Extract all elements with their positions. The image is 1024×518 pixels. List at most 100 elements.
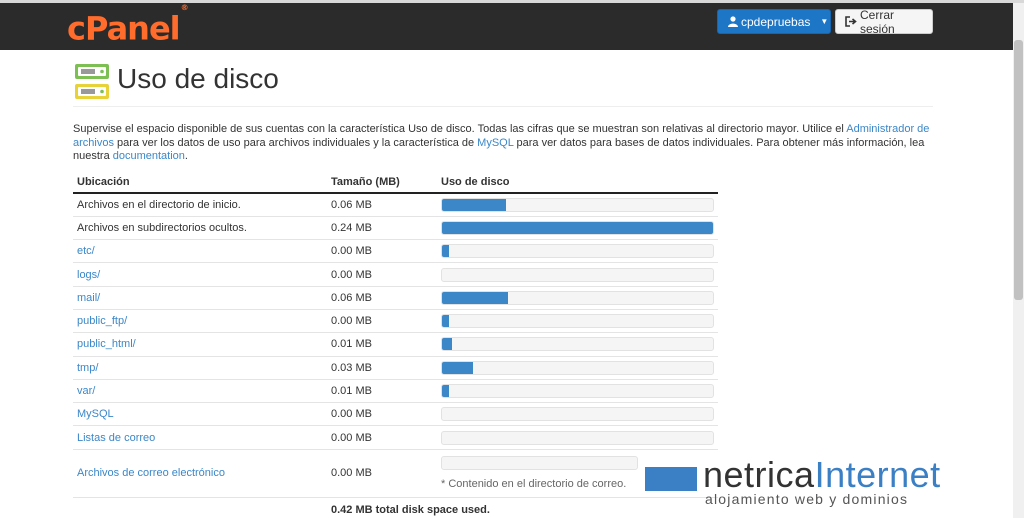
size-cell: 0.06 MB — [327, 192, 437, 217]
location-cell: logs/ — [73, 262, 327, 287]
table-row: public_html/0.01 MB — [73, 332, 718, 357]
usage-cell — [437, 285, 718, 310]
documentation-link[interactable]: documentation — [112, 150, 185, 162]
watermark-gap — [697, 467, 700, 491]
user-menu-button[interactable]: cpdepruebas ▼ — [717, 9, 831, 34]
usage-bar-fill — [442, 315, 449, 328]
location-label: Archivos en subdirectorios ocultos. — [77, 221, 247, 234]
usage-cell — [437, 402, 718, 426]
usage-bar-fill — [442, 291, 509, 304]
location-link[interactable]: MySQL — [77, 408, 114, 421]
usage-cell — [437, 425, 718, 450]
logout-label: Cerrar sesión — [860, 7, 895, 36]
table-header-row: Ubicación Tamaño (MB) Uso de disco — [73, 171, 718, 194]
usage-cell — [437, 262, 718, 287]
usage-bar — [441, 337, 714, 352]
usage-bar — [441, 197, 714, 212]
watermark-bar — [645, 467, 697, 491]
usage-bar — [441, 244, 714, 259]
table-row: tmp/0.03 MB — [73, 355, 718, 380]
location-link[interactable]: Archivos de correo electrónico — [77, 467, 225, 480]
table-row: Archivos de correo electrónico 0.00 MB * C… — [73, 448, 718, 498]
usage-cell — [437, 215, 718, 240]
location-link[interactable]: mail/ — [77, 291, 101, 304]
total-row: 0.42 MB total disk space used. — [73, 496, 718, 518]
usage-bar-fill — [442, 198, 506, 211]
usage-cell — [437, 239, 718, 263]
usage-cell — [437, 192, 718, 217]
location-cell: Archivos de correo electrónico — [73, 448, 327, 498]
usage-cell — [437, 332, 718, 357]
usage-bar — [441, 267, 714, 282]
location-link[interactable]: var/ — [77, 385, 96, 398]
column-header-size[interactable]: Tamaño (MB) — [327, 171, 437, 194]
usage-bar — [441, 314, 714, 329]
location-cell: Listas de correo — [73, 425, 327, 450]
size-cell: 0.00 MB — [327, 425, 437, 450]
size-cell: 0.00 MB — [327, 308, 437, 333]
table-body: Archivos en el directorio de inicio. 0.06… — [73, 192, 718, 518]
usage-bar — [441, 384, 714, 399]
location-link[interactable]: public_html/ — [77, 338, 136, 351]
usage-cell — [437, 355, 718, 380]
location-cell: var/ — [73, 378, 327, 403]
table-row: MySQL 0.00 MB — [73, 402, 718, 426]
disk-usage-table: Ubicación Tamaño (MB) Uso de disco Archi… — [73, 171, 718, 518]
size-cell: 0.24 MB — [327, 215, 437, 240]
logout-button[interactable]: Cerrar sesión — [835, 7, 933, 36]
usage-bar-fill — [442, 361, 474, 374]
usage-bar-fill — [442, 221, 713, 234]
table-row: mail/0.06 MB — [73, 285, 718, 310]
page-title: Uso de disco — [117, 63, 279, 94]
table-row: etc/0.00 MB — [73, 239, 718, 263]
location-cell: public_ftp/ — [73, 308, 327, 333]
size-cell: 0.00 MB — [327, 239, 437, 263]
title-divider — [73, 106, 933, 107]
location-link[interactable]: Listas de correo — [77, 431, 156, 444]
usage-cell — [437, 378, 718, 403]
location-cell: Archivos en subdirectorios ocultos. — [73, 215, 327, 240]
size-cell: 0.00 MB — [327, 448, 437, 498]
location-link[interactable]: public_ftp/ — [77, 315, 128, 328]
browser-edge — [0, 0, 1024, 3]
location-cell: public_html/ — [73, 332, 327, 357]
location-cell: mail/ — [73, 285, 327, 310]
cpanel-logo[interactable]: cPanel® — [67, 3, 189, 48]
location-label: Archivos en el directorio de inicio. — [77, 198, 241, 211]
table-row: public_ftp/0.00 MB — [73, 308, 718, 333]
table-row: Archivos en el directorio de inicio. 0.06… — [73, 192, 718, 217]
column-header-location[interactable]: Ubicación — [73, 171, 327, 194]
size-cell: 0.01 MB — [327, 332, 437, 357]
watermark-tagline: alojamiento web y dominios — [705, 491, 909, 507]
scrollbar-thumb[interactable] — [1014, 40, 1023, 300]
usage-bar — [441, 456, 638, 471]
mail-note: * Contenido en el directorio de correo. — [441, 478, 627, 491]
netrica-watermark: netricaInternet alojamiento web y domini… — [645, 455, 975, 515]
usage-bar — [441, 290, 714, 305]
chevron-down-icon: ▼ — [820, 17, 829, 26]
location-cell: MySQL — [73, 402, 327, 426]
table-row: var/0.01 MB — [73, 378, 718, 403]
mysql-link[interactable]: MySQL — [477, 136, 514, 149]
file-manager-link[interactable]: Administrador de archivos — [73, 123, 930, 149]
usage-bar — [441, 430, 714, 445]
usage-bar — [441, 360, 714, 375]
watermark-brand: netricaInternet — [703, 454, 941, 495]
location-link[interactable]: tmp/ — [77, 361, 99, 374]
table-row: Listas de correo 0.00 MB — [73, 425, 718, 450]
usage-bar-fill — [442, 338, 453, 351]
usage-cell — [437, 308, 718, 333]
intro-text: Supervise el espacio disponible de sus c… — [73, 123, 930, 162]
location-cell: etc/ — [73, 239, 327, 263]
size-cell: 0.00 MB — [327, 262, 437, 287]
size-cell: 0.03 MB — [327, 355, 437, 380]
location-cell: Archivos en el directorio de inicio. — [73, 192, 327, 217]
size-cell: 0.00 MB — [327, 402, 437, 426]
user-icon — [728, 16, 738, 27]
location-cell: tmp/ — [73, 355, 327, 380]
column-header-usage[interactable]: Uso de disco — [437, 171, 718, 194]
location-link[interactable]: logs/ — [77, 268, 101, 281]
location-link[interactable]: etc/ — [77, 245, 95, 258]
usage-bar-fill — [442, 245, 449, 258]
sign-out-icon — [845, 16, 857, 27]
